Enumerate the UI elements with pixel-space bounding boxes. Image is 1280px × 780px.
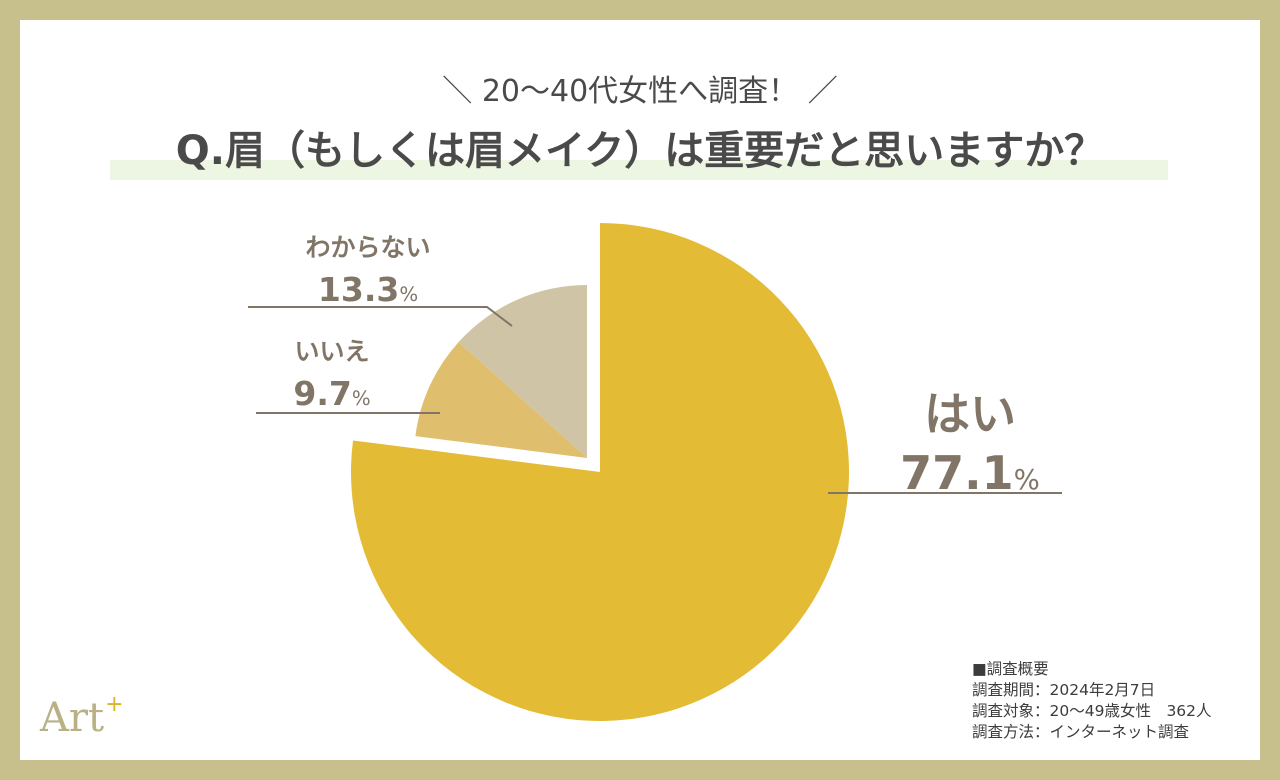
pie-slice-yes xyxy=(351,223,850,721)
label-yes: はい 77.1% xyxy=(880,378,1060,500)
label-no-value: 9.7% xyxy=(293,374,371,413)
survey-method: 調査方法：インターネット調査 xyxy=(972,723,1190,741)
leader-line-dont-know xyxy=(248,306,513,327)
label-dont-know-name: わからない xyxy=(305,233,431,262)
brand-logo: Art+ xyxy=(40,691,124,741)
survey-heading: ■調査概要 xyxy=(972,660,1049,678)
chart-title: Q.眉（もしくは眉メイク）は重要だと思いますか？ xyxy=(175,128,1105,174)
label-no-name: いいえ xyxy=(294,337,370,366)
survey-target: 調査対象：20〜49歳女性 362人 xyxy=(972,702,1212,720)
label-no: いいえ 9.7% xyxy=(262,332,402,413)
label-dont-know: わからない 13.3% xyxy=(268,228,468,309)
label-dont-know-value: 13.3% xyxy=(317,270,419,309)
label-yes-name: はい xyxy=(924,387,1016,441)
label-yes-value: 77.1% xyxy=(900,446,1040,500)
pie-slice-no xyxy=(415,341,587,458)
pie-slice-dont-know xyxy=(458,285,587,458)
chart-subtitle: ＼ 20〜40代女性へ調査！ ／ xyxy=(442,74,838,109)
survey-period: 調査期間：2024年2月7日 xyxy=(972,681,1156,699)
title-highlight xyxy=(110,160,1168,180)
survey-summary: ■調査概要 調査期間：2024年2月7日 調査対象：20〜49歳女性 362人 … xyxy=(972,659,1212,743)
